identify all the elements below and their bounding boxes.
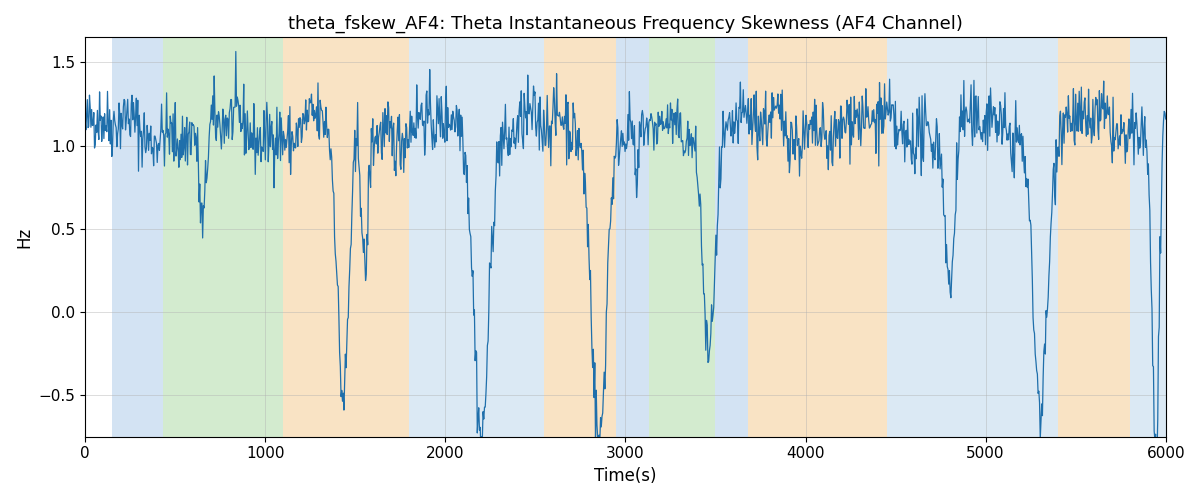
Bar: [715, 38, 748, 436]
Bar: [112, 38, 162, 436]
Bar: [545, 38, 617, 436]
Bar: [995, 38, 1057, 436]
Title: theta_fskew_AF4: Theta Instantaneous Frequency Skewness (AF4 Channel): theta_fskew_AF4: Theta Instantaneous Fre…: [288, 15, 962, 34]
Bar: [283, 38, 409, 436]
Bar: [162, 38, 283, 436]
Bar: [1057, 38, 1129, 436]
Bar: [617, 38, 649, 436]
Bar: [748, 38, 887, 436]
Bar: [1129, 38, 1165, 436]
Bar: [649, 38, 715, 436]
Bar: [887, 38, 995, 436]
Bar: [409, 38, 545, 436]
X-axis label: Time(s): Time(s): [594, 467, 656, 485]
Y-axis label: Hz: Hz: [14, 226, 32, 248]
